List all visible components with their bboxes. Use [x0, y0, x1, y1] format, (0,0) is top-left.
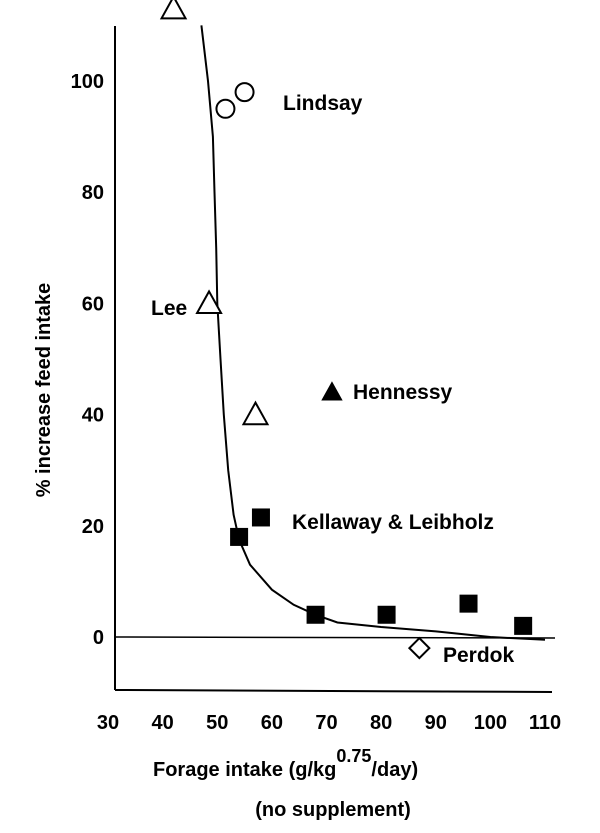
x-axis-title-tail: /day) — [371, 759, 418, 781]
open-circle-marker — [234, 82, 255, 103]
x-tick-label: 50 — [206, 712, 228, 734]
x-axis-ticks: 30 40 50 60 70 80 90 100 110 — [97, 712, 561, 734]
series-label: Lee — [151, 297, 187, 320]
series-label: Perdok — [443, 644, 515, 667]
x-tick-label: 90 — [425, 712, 447, 734]
axes — [114, 26, 556, 693]
open-triangle-marker — [241, 400, 270, 426]
zero-reference-line — [114, 636, 556, 639]
open-triangle-marker — [195, 289, 223, 314]
x-tick-label: 110 — [529, 712, 561, 734]
x-axis-title-main: Forage intake (g/kg — [153, 759, 336, 781]
open-diamond-marker — [407, 636, 431, 660]
y-axis-title: % increase feed intake — [33, 283, 55, 498]
x-axis-title-sup: 0.75 — [336, 746, 371, 766]
fitted-curve — [200, 25, 546, 641]
x-tick-label: 100 — [474, 712, 507, 734]
y-tick-label: 60 — [82, 293, 104, 315]
series-label: Lindsay — [283, 92, 363, 115]
x-tick-label: 40 — [152, 712, 174, 734]
x-axis-title: Forage intake (g/kg0.75/day) — [153, 746, 418, 781]
x-tick-label: 60 — [261, 712, 283, 734]
series-labels: Lindsay Lee Hennessy Kellaway & Leibholz Per… — [151, 92, 515, 667]
x-axis-subtitle: (no supplement) — [255, 799, 411, 821]
y-tick-label: 20 — [82, 516, 104, 538]
x-axis-line — [114, 689, 553, 693]
filled-square-marker — [230, 527, 249, 546]
y-tick-label: 0 — [93, 627, 104, 649]
y-axis-ticks: 0 20 40 60 80 100 — [71, 71, 104, 649]
open-circle-marker — [215, 98, 236, 119]
filled-square-marker — [459, 594, 478, 613]
filled-square-marker — [306, 605, 325, 624]
y-tick-label: 80 — [82, 182, 104, 204]
x-tick-label: 70 — [315, 712, 337, 734]
filled-square-marker — [514, 616, 533, 635]
x-tick-label: 80 — [370, 712, 392, 734]
y-tick-label: 100 — [71, 71, 104, 93]
filled-square-marker — [251, 508, 270, 527]
filled-triangle-marker — [321, 381, 343, 401]
open-triangle-marker — [159, 0, 188, 20]
data-markers — [159, 0, 533, 660]
x-tick-label: 30 — [97, 712, 119, 734]
filled-square-marker — [377, 605, 396, 624]
series-label: Hennessy — [353, 381, 453, 404]
y-tick-label: 40 — [82, 405, 104, 427]
series-label: Kellaway & Leibholz — [292, 511, 494, 534]
